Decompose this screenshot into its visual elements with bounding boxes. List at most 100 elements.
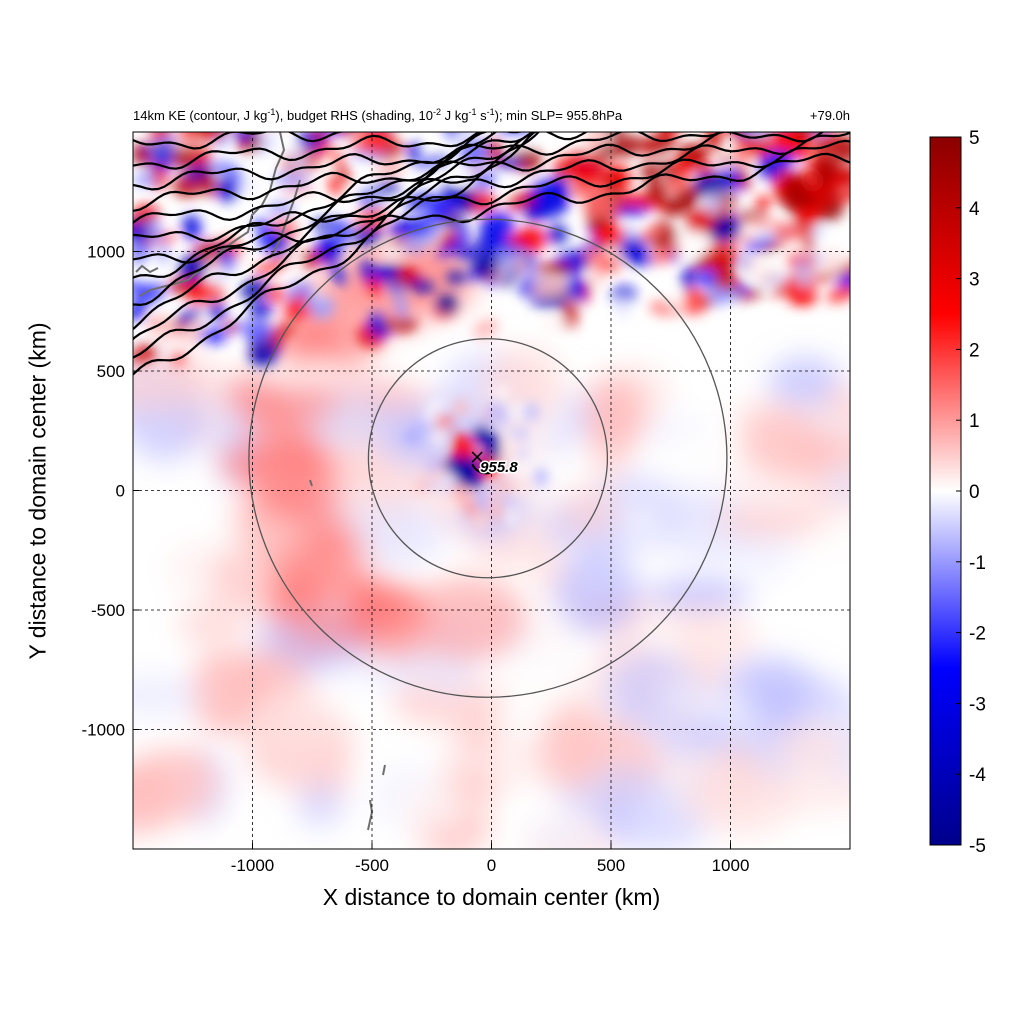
coastline-segment (382, 764, 386, 776)
shading-streak (659, 103, 683, 131)
shading-blob (457, 715, 499, 762)
shading-streak (795, 265, 812, 288)
shading-core (455, 443, 477, 458)
shading-streak (587, 215, 606, 232)
shading-streak (770, 132, 808, 149)
y-axis-ticks: -1000 -500 0 500 1000 (82, 243, 139, 740)
shading-streak (734, 289, 765, 301)
shading-blob (683, 759, 799, 836)
shading-streak (296, 293, 307, 308)
shading-streak (638, 223, 665, 241)
range-ring (367, 338, 609, 579)
shading-streak (835, 188, 850, 203)
shading-streak (248, 338, 279, 367)
shading-streak (674, 101, 693, 122)
shading-streak (245, 320, 273, 346)
shading-streak (573, 161, 598, 177)
shading-core (419, 472, 443, 484)
shading-streak (239, 112, 256, 129)
shading-streak (133, 302, 146, 321)
shading-streak (663, 192, 698, 217)
ke-contour-line (133, 132, 489, 279)
coastline-segment (139, 132, 286, 297)
shading-streak (337, 163, 350, 184)
shading-streak (195, 104, 219, 131)
shading-blob (796, 525, 850, 564)
title-text: s (476, 108, 487, 123)
shading-streak (146, 121, 168, 132)
shading-streak (703, 191, 723, 215)
shading-core (437, 498, 460, 512)
title-superscript: -1 (468, 107, 477, 117)
shading-streak (408, 279, 435, 293)
forecast-hour-label: +79.0h (809, 108, 850, 123)
shading-streak (575, 96, 608, 125)
min-slp-label: 955.8 (480, 459, 518, 476)
shading-core (512, 477, 533, 495)
shading-streak (781, 172, 807, 200)
shading-streak (681, 265, 697, 291)
shading-streak (398, 242, 427, 252)
shading-blob (770, 723, 850, 768)
shading-blob (715, 507, 827, 538)
shading-blob (657, 669, 729, 722)
range-rings (248, 218, 728, 698)
ke-contour-line (133, 152, 850, 264)
shading-streak (248, 301, 274, 319)
ke-contour-line (133, 132, 537, 376)
shading-blob (133, 358, 204, 413)
shading-streak (713, 108, 735, 129)
shading-blob (768, 356, 842, 409)
shading-core (495, 479, 516, 493)
shading-streak (178, 132, 199, 141)
shading-core (451, 460, 465, 478)
shading-core (434, 414, 455, 429)
shading-streak (328, 176, 342, 196)
shading-streak (457, 246, 481, 260)
shading-streak (275, 113, 291, 129)
shading-streak (435, 103, 461, 134)
shading-streak (614, 206, 648, 217)
shading-blob (391, 678, 505, 727)
shading-core (534, 467, 548, 487)
shading-streak (674, 231, 712, 255)
shading-blob (261, 460, 322, 505)
shading-streak (370, 190, 388, 209)
shading-blob (645, 578, 753, 610)
y-tick-label: 1000 (87, 243, 125, 262)
shading-streak (457, 119, 473, 130)
shading-streak (340, 98, 367, 128)
shading-streak (506, 106, 543, 128)
colorbar-tick-label: -2 (969, 624, 986, 645)
shading-streak (612, 296, 632, 319)
shading-streak (253, 112, 279, 128)
shading-blob (821, 464, 850, 504)
shading-streak (320, 111, 346, 132)
shading-streak (224, 321, 238, 333)
shading-streak (134, 244, 152, 258)
shading-streak (360, 260, 375, 281)
shading-streak (435, 294, 459, 315)
shading-blob (586, 375, 647, 453)
colorbar-tick-label: 5 (969, 128, 980, 149)
shading-streak (416, 229, 441, 243)
shading-streak (826, 284, 850, 303)
shading-streak (150, 164, 167, 191)
shading-streak (501, 251, 514, 279)
shading-blob (296, 781, 345, 829)
shading-streak (471, 252, 500, 279)
shading-core (453, 399, 469, 416)
shading-streak (386, 283, 404, 293)
shading-streak (541, 314, 567, 333)
shading-core (473, 417, 491, 428)
y-tick-label: -500 (91, 601, 125, 620)
shading-streak (815, 272, 836, 281)
shading-blob (617, 505, 659, 544)
shading-streak (142, 145, 179, 155)
shading-streak (809, 109, 846, 124)
ke-contour-line (133, 132, 850, 225)
shading-streak (704, 98, 727, 123)
shading-core (422, 409, 439, 423)
shading-blob (738, 416, 838, 478)
